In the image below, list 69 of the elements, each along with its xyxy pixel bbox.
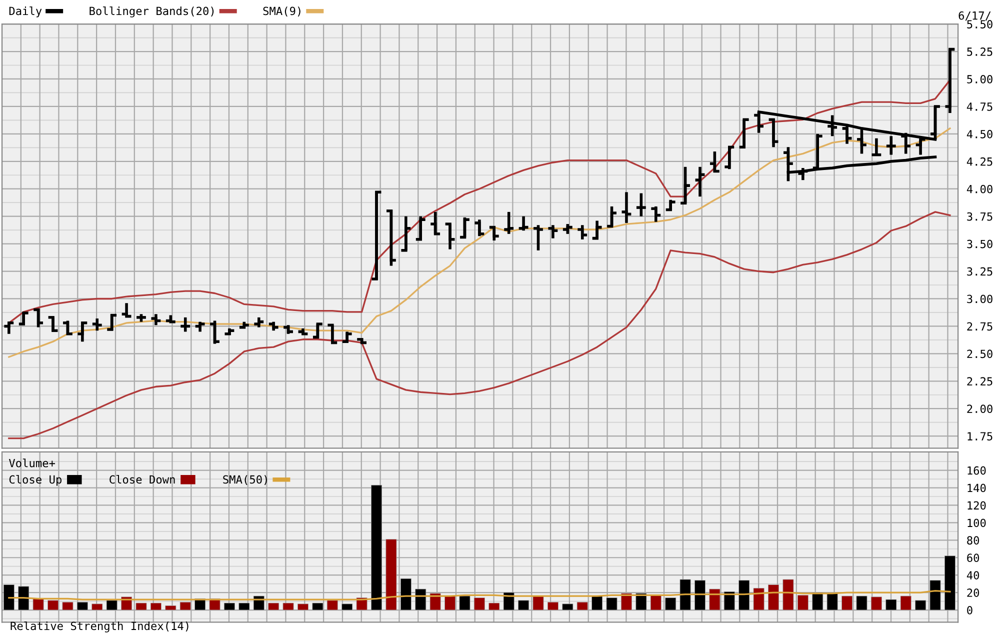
y-tick-label: 120 (968, 501, 986, 510)
y-tick-label: 5.00 (967, 74, 992, 84)
legend-title: Volume+ (8, 458, 56, 468)
candlestick (194, 320, 206, 334)
candlestick (620, 190, 633, 224)
legend-label: Bollinger Bands(20) (90, 6, 214, 18)
y-tick-label: 2.00 (967, 404, 992, 414)
candlestick (532, 224, 544, 252)
y-tick-label: 1.75 (968, 432, 992, 440)
candlestick (179, 316, 192, 334)
y-tick-label: 3.00 (967, 294, 992, 304)
candlestick (252, 316, 265, 329)
text: 6/17/ (958, 11, 991, 21)
y-tick-label: 4.75 (966, 102, 992, 111)
line-series (8, 128, 951, 358)
y-tick-label: 3.50 (967, 240, 992, 248)
candlestick (517, 214, 530, 232)
candlestick (944, 48, 956, 114)
y-tick-label: 20 (967, 588, 980, 597)
candlestick (826, 114, 838, 138)
line-series (8, 79, 951, 324)
line-series (8, 211, 951, 440)
candlestick (91, 317, 104, 332)
y-tick-label: 80 (967, 536, 980, 545)
candlestick (870, 136, 883, 158)
y-tick-label: 160 (968, 466, 986, 475)
legend-label: Close Up (9, 474, 62, 486)
y-tick-label: 3.25 (967, 267, 992, 276)
candlestick (679, 166, 692, 205)
candlestick (738, 118, 750, 150)
candlestick (341, 330, 354, 344)
candlestick (2, 320, 16, 336)
y-tick-label: 4.00 (966, 184, 992, 194)
y-tick-label: 140 (968, 484, 986, 492)
candlestick (76, 320, 89, 343)
candlestick (635, 192, 648, 218)
candlestick (562, 222, 574, 236)
legend-label: SMA(50) (223, 475, 267, 485)
legend-label: Daily (9, 6, 42, 18)
y-tick-label: 5.25 (967, 48, 992, 56)
candlestick (590, 219, 604, 240)
candlestick (106, 312, 118, 332)
candlestick (546, 224, 560, 240)
candlestick (18, 310, 30, 326)
y-tick-label: 100 (968, 518, 986, 528)
candlestick (723, 146, 736, 170)
candlestick (694, 166, 706, 198)
y-tick-label: 5.50 (967, 20, 992, 28)
y-tick-label: 2.25 (967, 377, 992, 386)
candlestick (502, 210, 515, 236)
candlestick (400, 214, 412, 252)
y-tick-label: 3.75 (967, 212, 992, 221)
y-tick-label: 4.50 (966, 130, 992, 138)
y-tick-label: 4.25 (966, 157, 992, 166)
annotation: Relative Strength Index(14) (10, 621, 188, 632)
y-tick-label: 40 (966, 571, 980, 580)
candlestick (414, 214, 427, 242)
y-tick-label: 2.50 (967, 350, 992, 358)
candlestick (664, 198, 677, 212)
y-tick-label: 60 (967, 554, 980, 562)
candlestick (458, 216, 471, 239)
candlestick (606, 205, 618, 228)
y-tick-label: 2.75 (967, 322, 992, 331)
y-tick-label: 0 (967, 606, 972, 614)
candlestick (370, 190, 383, 282)
legend-label: Close Down (110, 474, 175, 484)
legend-label: SMA(9) (263, 6, 300, 16)
candlestick (312, 322, 324, 340)
line-series (8, 590, 951, 600)
